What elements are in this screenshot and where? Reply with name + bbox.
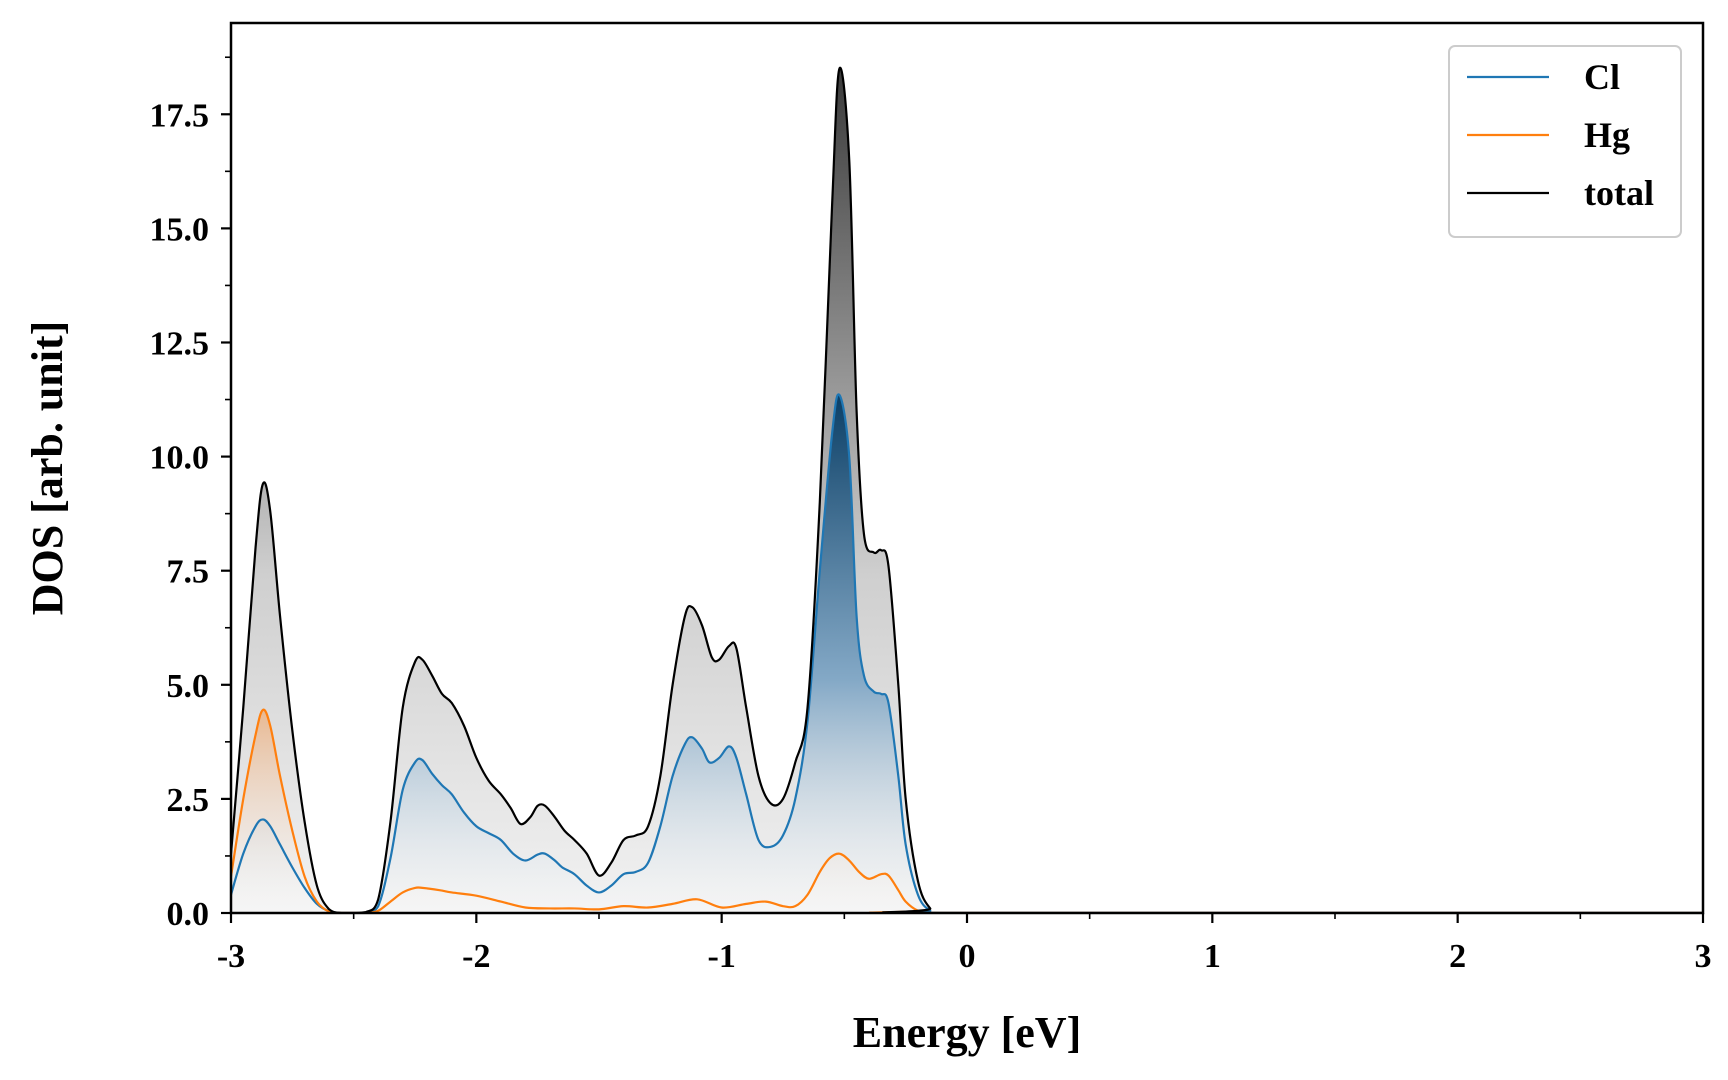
legend-label-hg: Hg	[1584, 115, 1630, 155]
x-tick-label: -3	[217, 938, 245, 975]
y-axis-title: DOS [arb. unit]	[23, 321, 72, 616]
legend: Cl Hg total	[1448, 45, 1682, 238]
y-tick-label: 5.0	[167, 668, 210, 705]
x-tick-label: -2	[462, 938, 490, 975]
area-fill-cl	[231, 394, 1703, 913]
x-tick-label: 2	[1449, 938, 1466, 975]
y-tick-label: 15.0	[150, 211, 210, 248]
x-tick-label: 0	[959, 938, 976, 975]
y-tick-label: 2.5	[167, 782, 210, 819]
x-tick-label: -1	[708, 938, 736, 975]
y-tick-label: 7.5	[167, 554, 210, 591]
x-tick-label: 3	[1695, 938, 1712, 975]
axes: -3 -2 -1 0 1 2 3 0.0 2.5 5.0 7.5 10.0 12.5 15.0 17.5	[150, 21, 1712, 975]
legend-box	[1448, 45, 1682, 238]
legend-label-total: total	[1584, 173, 1654, 213]
y-tick-label: 10.0	[150, 440, 210, 477]
x-axis-title: Energy [eV]	[853, 1008, 1082, 1057]
y-tick-label: 17.5	[150, 97, 210, 134]
x-tick-label: 1	[1204, 938, 1221, 975]
y-tick-label: 12.5	[150, 325, 210, 362]
y-tick-label: 0.0	[167, 896, 210, 933]
axis-titles: Energy [eV] DOS [arb. unit]	[23, 321, 1081, 1057]
legend-label-cl: Cl	[1584, 57, 1620, 97]
series-line-hg	[231, 708, 1703, 913]
